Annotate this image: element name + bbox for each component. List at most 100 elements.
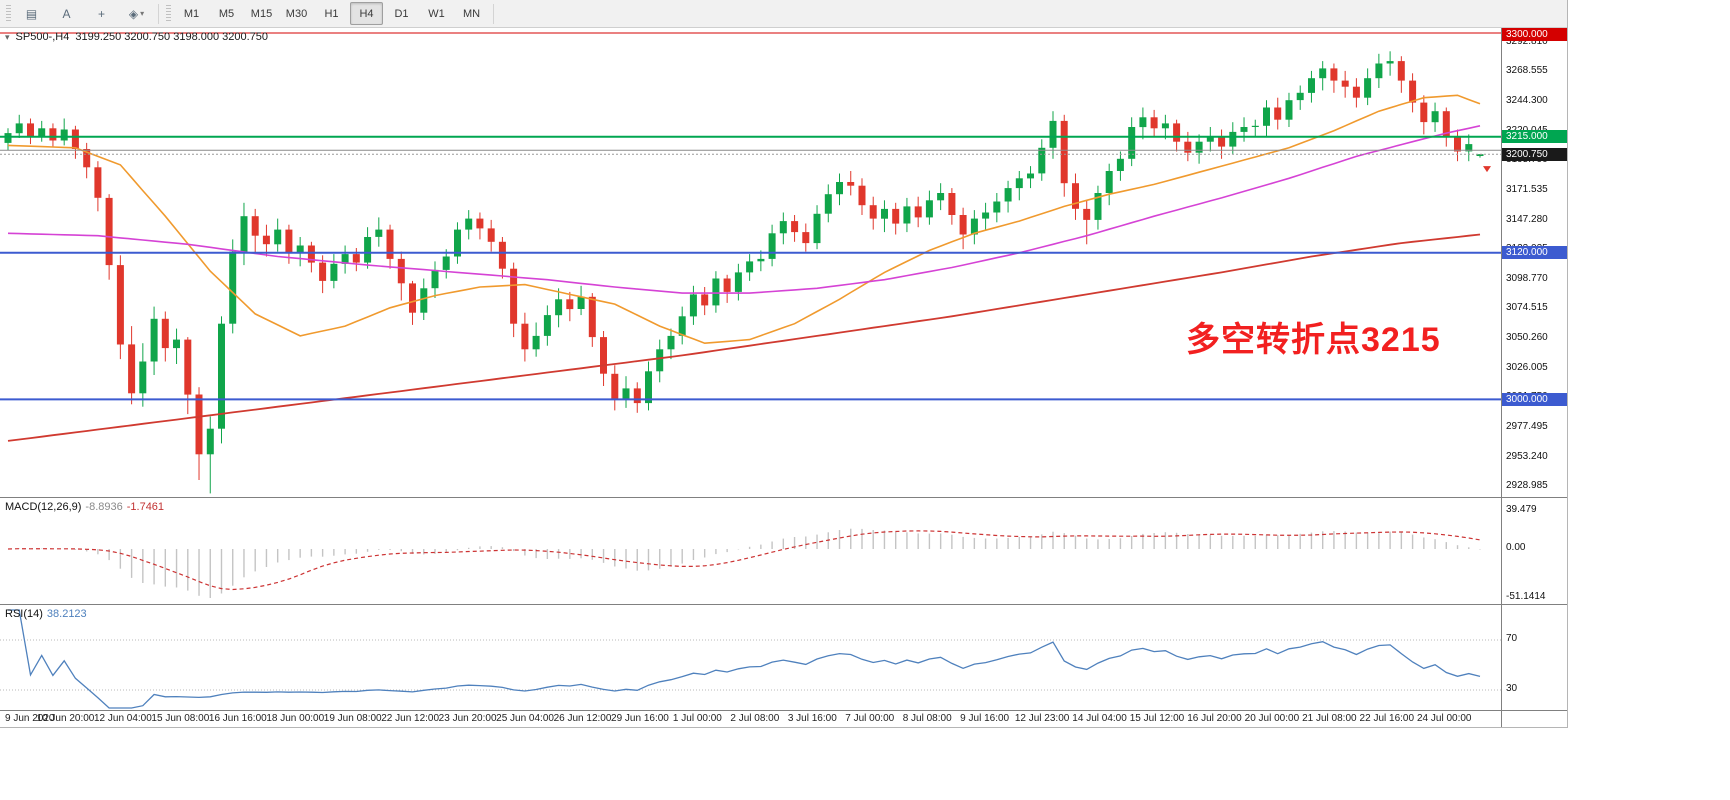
time-label: 23 Jun 20:00 xyxy=(438,713,497,724)
chart-title: SP500-,H4 xyxy=(15,31,70,43)
time-label: 10 Jun 20:00 xyxy=(36,713,95,724)
time-label: 18 Jun 00:00 xyxy=(266,713,325,724)
time-label: 1 Jul 00:00 xyxy=(672,713,722,724)
ma-mid-magenta xyxy=(7,125,1481,294)
time-label: 9 Jul 16:00 xyxy=(960,713,1010,724)
macd-axis-label: 0.00 xyxy=(1506,542,1526,553)
time-axis-corner xyxy=(1501,710,1567,727)
last-price-arrow-icon xyxy=(1483,166,1491,173)
price-axis[interactable]: 3292.8103268.5553244.3003220.0453195.790… xyxy=(1501,28,1567,497)
toolbar: ▤ A + ◈ ▾ M1 M5 M15 M30 H1 H4 D1 W1 MN xyxy=(0,0,1567,28)
price-tick: 3098.770 xyxy=(1506,272,1548,284)
timeframe-button-h1[interactable]: H1 xyxy=(324,7,339,20)
one-click-caret-icon[interactable]: ▾ xyxy=(5,31,10,42)
crosshair-icon: + xyxy=(97,6,105,21)
time-label: 9 Jun 2020 xyxy=(5,713,55,724)
time-label: 14 Jul 04:00 xyxy=(1072,713,1127,724)
text-label-button[interactable]: A xyxy=(50,2,83,25)
time-label: 8 Jul 08:00 xyxy=(902,713,952,724)
charts-grid-icon: ▤ xyxy=(25,6,38,21)
time-label: 16 Jul 20:00 xyxy=(1187,713,1242,724)
price-tick: 3026.005 xyxy=(1506,361,1548,373)
main-chart-panel[interactable]: ▾ SP500-,H4 3199.250 3200.750 3198.000 3… xyxy=(0,28,1501,497)
macd-label: MACD(12,26,9) -8.8936 -1.7461 xyxy=(5,501,165,513)
time-label: 7 Jul 00:00 xyxy=(845,713,895,724)
chart-header: ▾ SP500-,H4 3199.250 3200.750 3198.000 3… xyxy=(5,31,268,43)
toolbar-separator xyxy=(158,3,159,24)
macd-axis-label: 39.479 xyxy=(1506,504,1537,515)
rsi-plot xyxy=(0,609,1501,709)
time-label: 21 Jul 08:00 xyxy=(1302,713,1357,724)
candlestick-chart xyxy=(0,32,1501,494)
timeframe-button-d1[interactable]: D1 xyxy=(394,7,409,20)
price-tick: 3147.280 xyxy=(1506,213,1548,225)
timeframe-button-m1[interactable]: M1 xyxy=(183,7,200,20)
price-tick: 3220.045 xyxy=(1506,125,1548,137)
macd-histogram xyxy=(18,528,1481,598)
timeframe-button-m15[interactable]: M15 xyxy=(250,7,273,20)
toolbar-grip[interactable] xyxy=(6,4,11,23)
crosshair-button[interactable]: + xyxy=(85,2,118,25)
timeframe-button-h4[interactable]: H4 xyxy=(350,2,383,25)
timeframe-button-m30[interactable]: M30 xyxy=(285,7,308,20)
time-label: 2 Jul 08:00 xyxy=(730,713,780,724)
objects-list-icon: ◈ xyxy=(128,6,139,21)
price-badge-3215.000: 3215.000 xyxy=(1502,130,1567,144)
text-label-icon: A xyxy=(62,6,71,21)
price-tick: 3268.555 xyxy=(1506,65,1548,77)
time-label: 22 Jul 16:00 xyxy=(1359,713,1415,724)
time-label: 15 Jul 12:00 xyxy=(1129,713,1185,724)
objects-list-button[interactable]: ◈ ▾ xyxy=(120,2,153,25)
price-tick: 3074.515 xyxy=(1506,302,1548,314)
chart-annotation: 多空转折点3215 xyxy=(1186,321,1441,359)
time-label: 29 Jun 16:00 xyxy=(611,713,669,724)
chart-ohlc: 3199.250 3200.750 3198.000 3200.750 xyxy=(75,31,269,43)
mt4-window: ▤ A + ◈ ▾ M1 M5 M15 M30 H1 H4 D1 W1 MN ▾ SP500-,H4 31… xyxy=(0,0,1567,727)
macd-plot xyxy=(7,528,1481,598)
macd-axis-label: -51.1414 xyxy=(1506,591,1546,602)
ma-slow-red xyxy=(7,233,1481,442)
timeframe-button-mn[interactable]: MN xyxy=(462,7,481,20)
price-badge-3200.750: 3200.750 xyxy=(1502,147,1567,161)
ma-fast-orange xyxy=(7,94,1481,345)
time-label: 24 Jul 00:00 xyxy=(1417,713,1472,724)
charts-grid-button[interactable]: ▤ xyxy=(15,2,48,25)
timeframe-button-w1[interactable]: W1 xyxy=(428,7,445,20)
macd-signal-line xyxy=(7,530,1481,591)
rsi-line xyxy=(8,609,1481,709)
rsi-axis-label: 70 xyxy=(1506,633,1518,644)
price-tick: 2977.495 xyxy=(1506,420,1548,432)
time-label: 19 Jun 08:00 xyxy=(323,713,382,724)
time-label: 3 Jul 16:00 xyxy=(787,713,837,724)
timeframe-button-m5[interactable]: M5 xyxy=(218,7,235,20)
price-tick: 2928.985 xyxy=(1506,480,1548,492)
caret-down-icon: ▾ xyxy=(140,9,145,18)
price-badge-3300.000: 3300.000 xyxy=(1502,28,1567,41)
price-tick: 3292.810 xyxy=(1506,35,1548,47)
time-label: 15 Jun 08:00 xyxy=(151,713,210,724)
toolbar-grip[interactable] xyxy=(166,4,171,23)
rsi-axis: 70 30 xyxy=(1501,604,1567,710)
time-label: 20 Jul 00:00 xyxy=(1244,713,1300,724)
rsi-panel[interactable]: RSI(14) 38.2123 xyxy=(0,604,1501,710)
time-label: 12 Jul 23:00 xyxy=(1014,713,1070,724)
price-tick: 3244.300 xyxy=(1506,95,1548,106)
price-badge-3120.000: 3120.000 xyxy=(1502,246,1567,260)
price-tick: 3171.535 xyxy=(1506,183,1548,195)
time-label: 12 Jun 04:00 xyxy=(93,713,152,724)
time-label: 16 Jun 16:00 xyxy=(208,713,267,724)
time-label: 26 Jun 12:00 xyxy=(553,713,612,724)
rsi-axis-label: 30 xyxy=(1506,683,1518,694)
macd-panel[interactable]: MACD(12,26,9) -8.8936 -1.7461 xyxy=(0,497,1501,604)
rsi-label: RSI(14) 38.2123 xyxy=(5,608,87,620)
toolbar-separator xyxy=(493,3,494,24)
time-label: 22 Jun 12:00 xyxy=(381,713,440,724)
time-label: 25 Jun 04:00 xyxy=(496,713,554,724)
price-badge-3000.000: 3000.000 xyxy=(1502,392,1567,406)
candles xyxy=(4,51,1484,494)
price-tick: 2953.240 xyxy=(1506,450,1548,462)
macd-axis: 39.479 0.00 -51.1414 xyxy=(1501,497,1567,604)
time-axis[interactable]: 9 Jun 2020 10 Jun 20:00 12 Jun 04:00 15 Jun… xyxy=(0,710,1501,727)
price-tick: 3050.260 xyxy=(1506,332,1548,343)
